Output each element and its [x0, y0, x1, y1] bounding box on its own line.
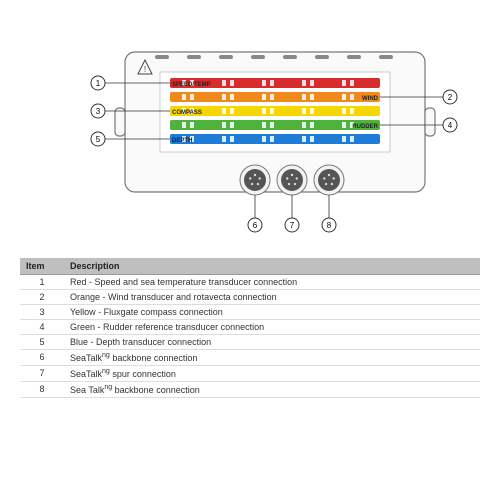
cell-desc: Orange - Wind transducer and rotavecta c… — [64, 290, 480, 305]
cell-desc: Red - Speed and sea temperature transduc… — [64, 275, 480, 290]
table-row: 1Red - Speed and sea temperature transdu… — [20, 275, 480, 290]
table-row: 4Green - Rudder reference transducer con… — [20, 320, 480, 335]
svg-text:RUDDER: RUDDER — [352, 124, 378, 130]
table-row: 7SeaTalkng spur connection — [20, 366, 480, 382]
svg-text:WIND: WIND — [362, 96, 379, 102]
table-row: 2Orange - Wind transducer and rotavecta … — [20, 290, 480, 305]
table-row: 6SeaTalkng backbone connection — [20, 350, 480, 366]
svg-text:3: 3 — [96, 107, 101, 116]
cell-desc: Sea Talkng backbone connection — [64, 382, 480, 398]
cell-desc: Blue - Depth transducer connection — [64, 335, 480, 350]
callout-table: Item Description 1Red - Speed and sea te… — [20, 258, 480, 398]
svg-text:DEPTH: DEPTH — [172, 138, 192, 144]
cell-item: 7 — [20, 366, 64, 382]
table-row: 3Yellow - Fluxgate compass connection — [20, 305, 480, 320]
cell-item: 4 — [20, 320, 64, 335]
cell-item: 3 — [20, 305, 64, 320]
cell-item: 6 — [20, 350, 64, 366]
svg-text:7: 7 — [290, 221, 295, 230]
cell-desc: SeaTalkng spur connection — [64, 366, 480, 382]
cell-desc: Yellow - Fluxgate compass connection — [64, 305, 480, 320]
cell-desc: SeaTalkng backbone connection — [64, 350, 480, 366]
table-row: 5Blue - Depth transducer connection — [20, 335, 480, 350]
cell-item: 2 — [20, 290, 64, 305]
table-row: 8Sea Talkng backbone connection — [20, 382, 480, 398]
th-item: Item — [20, 258, 64, 275]
svg-text:8: 8 — [327, 221, 332, 230]
cell-desc: Green - Rudder reference transducer conn… — [64, 320, 480, 335]
svg-text:COMPASS: COMPASS — [172, 110, 202, 116]
svg-text:2: 2 — [448, 93, 453, 102]
cell-item: 8 — [20, 382, 64, 398]
svg-text:6: 6 — [253, 221, 258, 230]
cell-item: 5 — [20, 335, 64, 350]
svg-text:SPEED/TEMP: SPEED/TEMP — [172, 82, 211, 88]
svg-text:1: 1 — [96, 79, 101, 88]
svg-text:4: 4 — [448, 121, 453, 130]
cell-item: 1 — [20, 275, 64, 290]
diagram-svg: ! SPEED/TEMP 1 WIND 2 COMPASS 3 RUDDER 4 DEPTH 5 6 7… — [20, 30, 480, 240]
svg-text:5: 5 — [96, 135, 101, 144]
device-diagram: ! SPEED/TEMP 1 WIND 2 COMPASS 3 RUDDER 4 DEPTH 5 6 7… — [20, 30, 480, 250]
svg-text:!: ! — [144, 65, 146, 74]
th-desc: Description — [64, 258, 480, 275]
